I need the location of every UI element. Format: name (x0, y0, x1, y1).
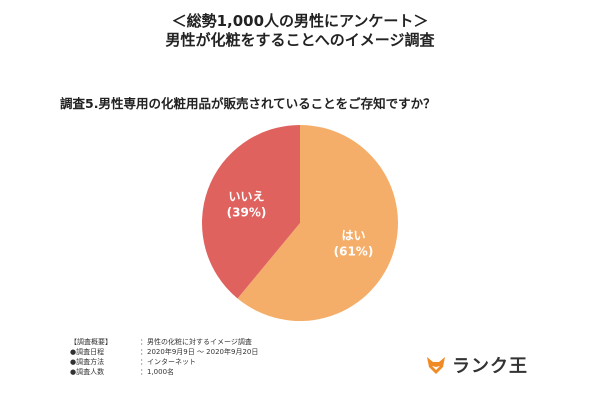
pie-slice-no (202, 125, 300, 299)
chart-title-line1: ＜総勢1,000人の男性にアンケート＞ (171, 12, 429, 30)
overview-heading-value: ：男性の化粧に対するイメージ調査 (140, 338, 252, 346)
slice-percent-yes: (61%) (334, 244, 374, 258)
overview-value-count: ：1,000名 (140, 368, 175, 376)
survey-overview: 【調査概要】 ：男性の化粧に対するイメージ調査 ●調査日程 ：2020年9月9日… (70, 337, 258, 377)
overview-heading: 【調査概要】 (70, 338, 112, 346)
slice-label-yes: はい (341, 228, 365, 242)
overview-key-method: ●調査方法 (70, 358, 105, 366)
fox-icon (427, 357, 445, 374)
pie-slice-yes (237, 125, 398, 321)
slice-label-no: いいえ (229, 190, 265, 204)
overview-key-count: ●調査人数 (70, 368, 105, 376)
chart-title-line2: 男性が化粧をすることへのイメージ調査 (165, 31, 435, 49)
brand-name: ランク王 (452, 356, 528, 377)
question-text: 調査5.男性専用の化粧用品が販売されていることをご存知ですか？ (60, 96, 436, 111)
overview-key-date: ●調査日程 (70, 348, 105, 356)
overview-value-date: ：2020年9月9日 ～ 2020年9月20日 (140, 348, 259, 356)
overview-value-method: ：インターネット (140, 358, 196, 366)
brand-logo: ランク王 (425, 352, 528, 378)
slice-percent-no: (39%) (227, 206, 267, 220)
